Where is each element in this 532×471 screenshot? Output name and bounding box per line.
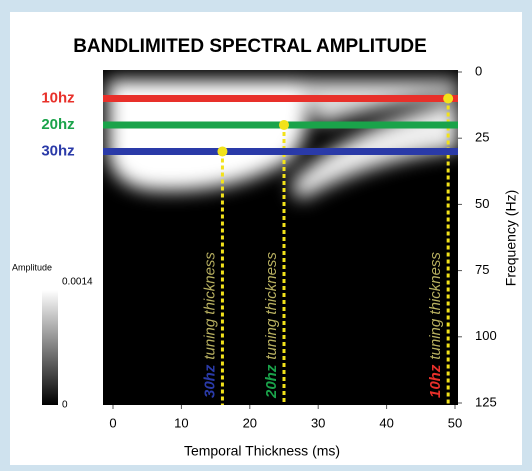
tuning-frequency: 10hz — [427, 364, 444, 398]
tuning-point — [279, 119, 289, 130]
tuning-text: tuning thickness — [427, 252, 444, 360]
tuning-annotation: 20hz tuning thickness — [263, 252, 280, 399]
tuning-frequency: 20hz — [263, 364, 280, 399]
tuning-point — [443, 93, 454, 104]
colorbar-tick-label: 0 — [62, 400, 68, 411]
tuning-point — [217, 146, 228, 157]
legend-label: 10hz — [41, 89, 74, 106]
y-tick-label: 25 — [475, 130, 489, 145]
y-tick-label: 100 — [475, 328, 497, 343]
tuning-text: tuning thickness — [201, 252, 218, 360]
x-tick-label: 0 — [109, 415, 116, 430]
tuning-annotation: 30hz tuning thickness — [201, 252, 218, 398]
colorbar-tick-label: 0.0014 — [62, 277, 93, 288]
x-tick-label: 40 — [379, 415, 393, 430]
y-tick-label: 0 — [475, 63, 482, 78]
legend-label: 30hz — [41, 142, 74, 159]
colorbar — [42, 290, 58, 405]
y-axis-label: Frequency (Hz) — [503, 190, 519, 286]
chart-title: BANDLIMITED SPECTRAL AMPLITUDE — [73, 36, 427, 57]
colorbar-label: Amplitude — [12, 262, 52, 272]
y-tick-label: 50 — [475, 196, 489, 211]
legend-label: 20hz — [41, 116, 74, 133]
y-tick-label: 75 — [475, 262, 489, 277]
heatmap — [103, 70, 458, 405]
x-axis-label: Temporal Thickness (ms) — [184, 443, 340, 459]
tuning-text: tuning thickness — [263, 252, 280, 360]
x-tick-label: 30 — [311, 415, 325, 430]
tuning-annotation: 10hz tuning thickness — [427, 252, 444, 398]
x-tick-label: 50 — [448, 415, 462, 430]
y-tick-label: 125 — [475, 394, 497, 409]
tuning-frequency: 30hz — [201, 364, 218, 398]
x-tick-label: 20 — [243, 415, 257, 430]
x-tick-label: 10 — [174, 415, 188, 430]
